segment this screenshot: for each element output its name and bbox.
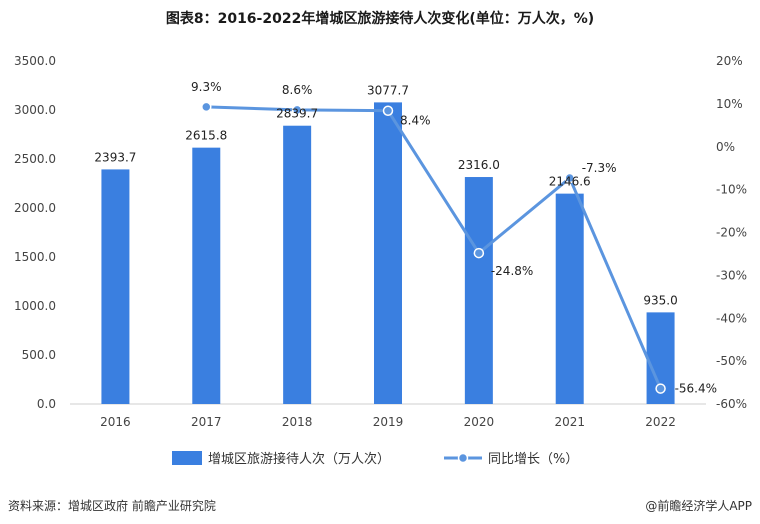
y-right-tick-label: -50% — [716, 354, 747, 368]
bar-data-label: 3077.7 — [367, 83, 409, 97]
legend-swatch-bars — [172, 451, 202, 465]
y-right-tick-label: -30% — [716, 268, 747, 282]
x-tick-label: 2018 — [282, 415, 313, 429]
growth-point — [291, 104, 303, 116]
bar — [374, 102, 402, 404]
line-data-label: 8.6% — [282, 83, 313, 97]
bar — [464, 177, 493, 404]
legend-label-bars: 增城区旅游接待人次（万人次） — [208, 451, 390, 467]
line-data-label: 9.3% — [191, 80, 222, 94]
x-tick-label: 2019 — [373, 415, 404, 429]
x-tick-label: 2016 — [100, 415, 131, 429]
y-left-tick-label: 2000.0 — [14, 201, 56, 215]
brand-note: @前瞻经济学人APP — [645, 499, 752, 513]
line-data-label: -56.4% — [675, 382, 717, 396]
y-left-tick-label: 500.0 — [22, 348, 56, 362]
y-right-tick-label: 10% — [716, 97, 743, 111]
x-tick-label: 2021 — [554, 415, 585, 429]
line-data-label: -7.3% — [582, 161, 617, 175]
growth-line — [206, 105, 662, 390]
growth-point — [655, 383, 666, 394]
x-tick-label: 2022 — [645, 415, 676, 429]
bar — [555, 193, 584, 404]
growth-point — [201, 101, 212, 113]
y-right-tick-label: 0% — [716, 140, 735, 154]
bar — [192, 147, 221, 404]
y-right-tick-label: 20% — [716, 54, 743, 68]
y-left-tick-label: 1000.0 — [14, 299, 56, 313]
line-data-label: 8.4% — [400, 114, 431, 128]
legend-label-line: 同比增长（%） — [488, 452, 578, 467]
bar-data-label: 2615.8 — [185, 129, 227, 143]
legend-swatch-marker — [457, 452, 469, 464]
bar-data-label: 2839.7 — [276, 107, 318, 121]
y-left-tick-label: 3500.0 — [14, 54, 56, 68]
bar-data-label: 2146.6 — [549, 175, 591, 189]
x-tick-label: 2020 — [464, 415, 495, 429]
chart-title: 图表8：2016-2022年增城区旅游接待人次变化(单位：万人次，%) — [165, 11, 595, 27]
y-left-tick-label: 3000.0 — [14, 103, 56, 117]
y-left-tick-label: 2500.0 — [14, 152, 56, 166]
bar — [101, 169, 130, 404]
y-right-tick-label: -40% — [716, 311, 747, 325]
y-left-tick-label: 1500.0 — [14, 250, 56, 264]
bar-data-label: 2316.0 — [458, 158, 500, 172]
growth-point — [473, 247, 485, 259]
y-left-tick-label: 0.0 — [37, 397, 56, 411]
bar-data-label: 935.0 — [643, 293, 677, 307]
bar-data-label: 2393.7 — [94, 150, 136, 164]
growth-point — [382, 105, 394, 116]
y-right-tick-label: -10% — [716, 183, 747, 197]
source-note: 资料来源：增城区政府 前瞻产业研究院 — [8, 499, 216, 513]
bar — [283, 125, 312, 404]
line-data-label: -24.8% — [491, 264, 533, 278]
growth-point — [564, 172, 575, 184]
y-right-tick-label: -60% — [716, 397, 747, 411]
x-tick-label: 2017 — [191, 415, 222, 429]
y-right-tick-label: -20% — [716, 226, 747, 240]
